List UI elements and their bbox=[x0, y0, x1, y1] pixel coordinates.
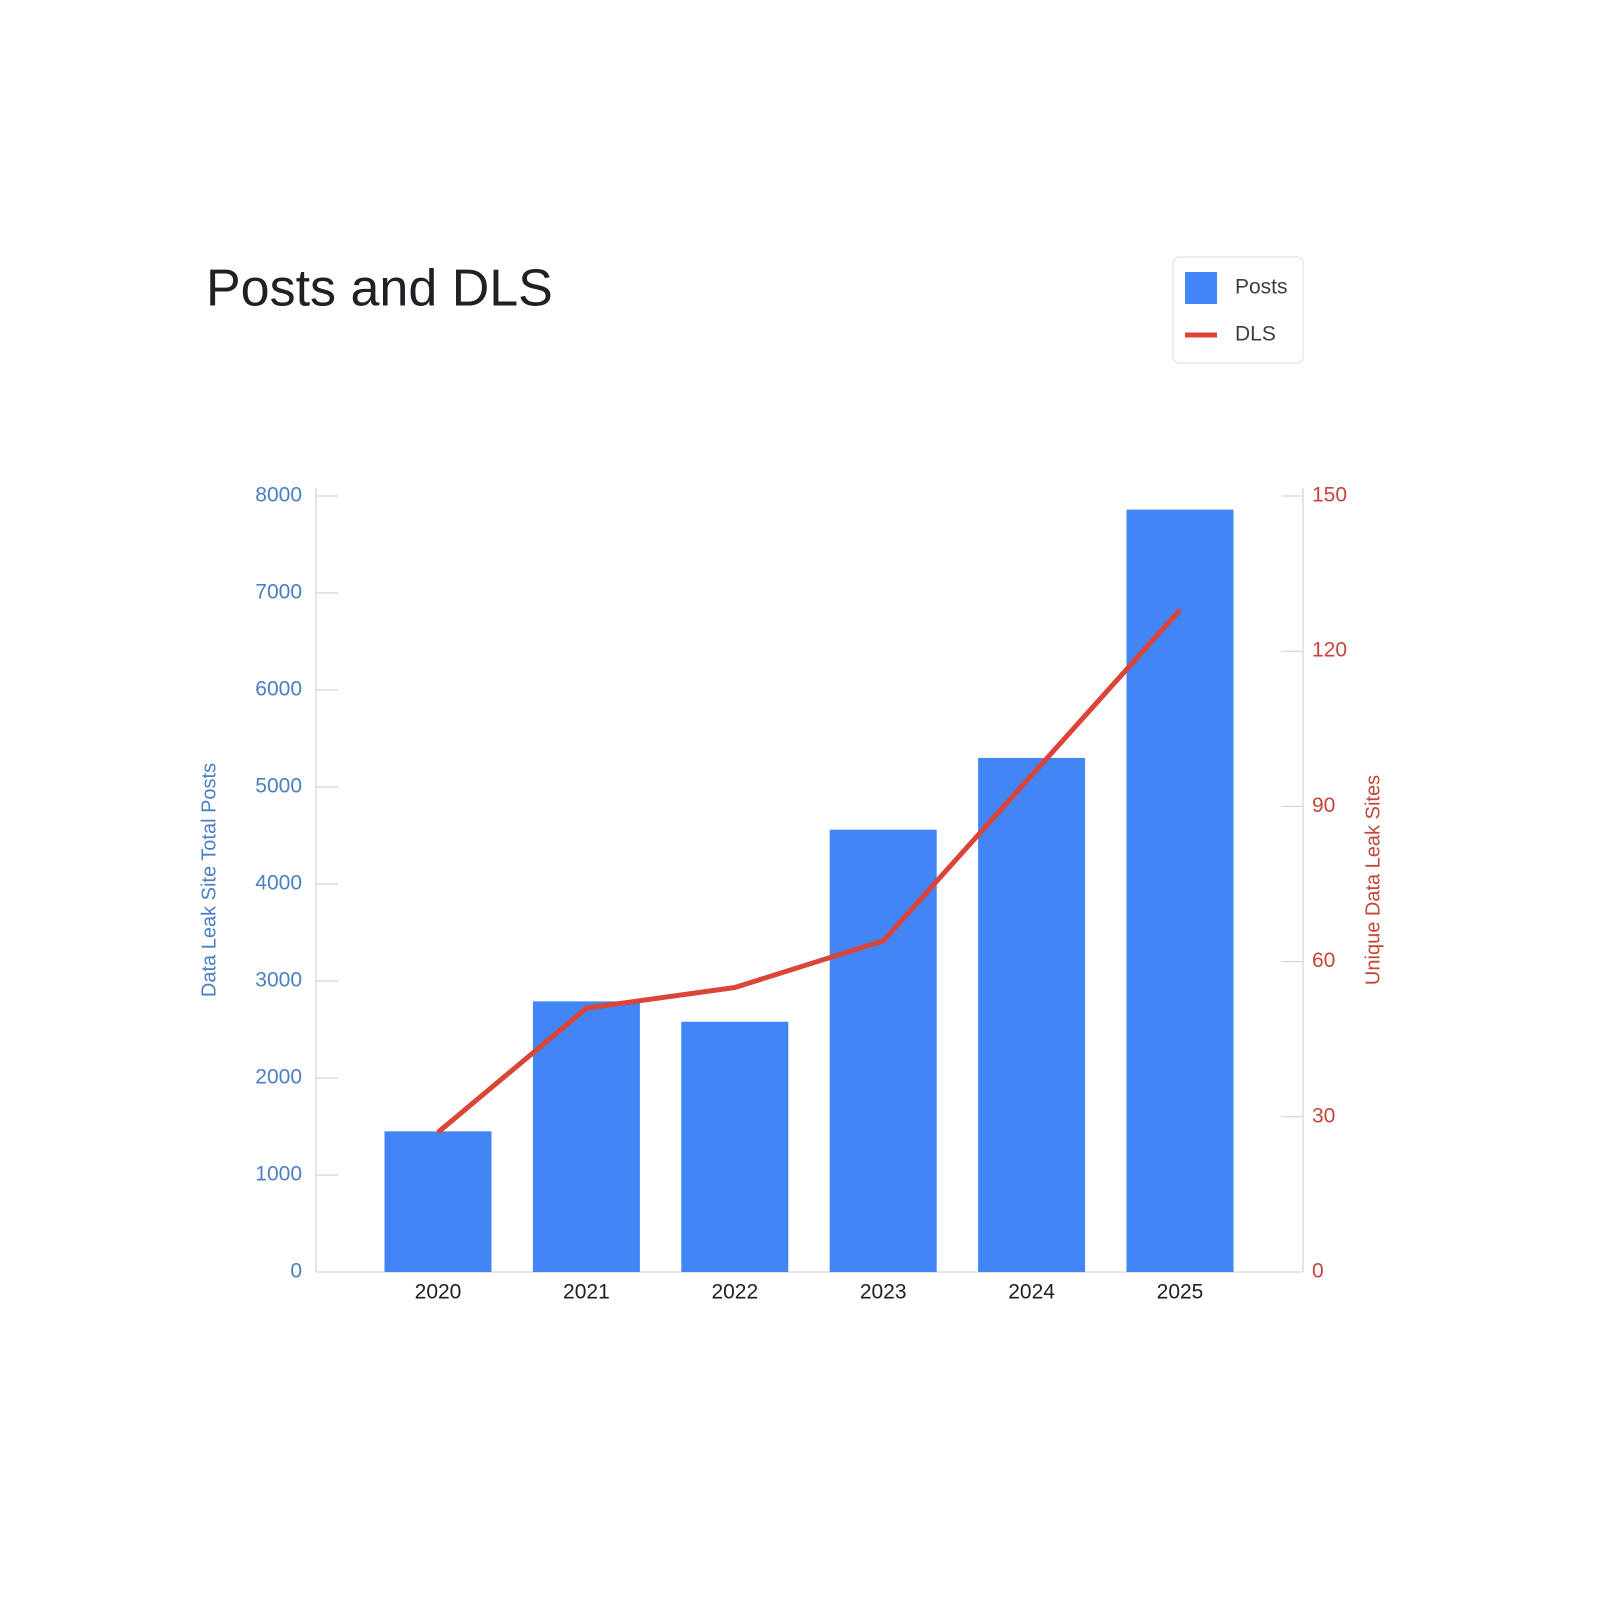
bar bbox=[532, 1001, 640, 1272]
y2-tick-label: 90 bbox=[1312, 794, 1335, 817]
y-tick-label: 7000 bbox=[255, 581, 302, 604]
y2-tick-label: 0 bbox=[1312, 1260, 1324, 1283]
y-tick-label: 1000 bbox=[255, 1163, 302, 1186]
y-tick-label: 0 bbox=[290, 1260, 302, 1283]
y-tick-label: 8000 bbox=[255, 484, 302, 507]
bar bbox=[1126, 509, 1234, 1273]
y-axis-title: Data Leak Site Total Posts bbox=[198, 763, 220, 997]
x-tick-label: 2022 bbox=[711, 1281, 758, 1304]
y2-axis-title: Unique Data Leak Sites bbox=[1362, 775, 1384, 985]
x-tick-label: 2023 bbox=[860, 1281, 907, 1304]
chart-title: Posts and DLS bbox=[206, 260, 553, 318]
bar bbox=[384, 1131, 492, 1272]
y-tick-label: 2000 bbox=[255, 1066, 302, 1089]
y-tick-label: 6000 bbox=[255, 678, 302, 701]
x-tick-label: 2021 bbox=[563, 1281, 610, 1304]
y-tick-label: 4000 bbox=[255, 872, 302, 895]
legend-swatch bbox=[1185, 272, 1217, 304]
y-tick-label: 5000 bbox=[255, 775, 302, 798]
x-tick-label: 2024 bbox=[1008, 1281, 1055, 1304]
x-tick-label: 2020 bbox=[415, 1281, 462, 1304]
y2-tick-label: 150 bbox=[1312, 484, 1347, 507]
line bbox=[436, 608, 1182, 1135]
x-tick-label: 2025 bbox=[1157, 1281, 1204, 1304]
y-tick-label: 3000 bbox=[255, 969, 302, 992]
legend-label: DLS bbox=[1235, 323, 1276, 346]
y2-tick-label: 120 bbox=[1312, 639, 1347, 662]
y2-tick-label: 30 bbox=[1312, 1104, 1335, 1127]
bar bbox=[681, 1021, 789, 1272]
bar bbox=[978, 757, 1086, 1272]
legend-label: Posts bbox=[1235, 276, 1288, 299]
y2-tick-label: 60 bbox=[1312, 949, 1335, 972]
